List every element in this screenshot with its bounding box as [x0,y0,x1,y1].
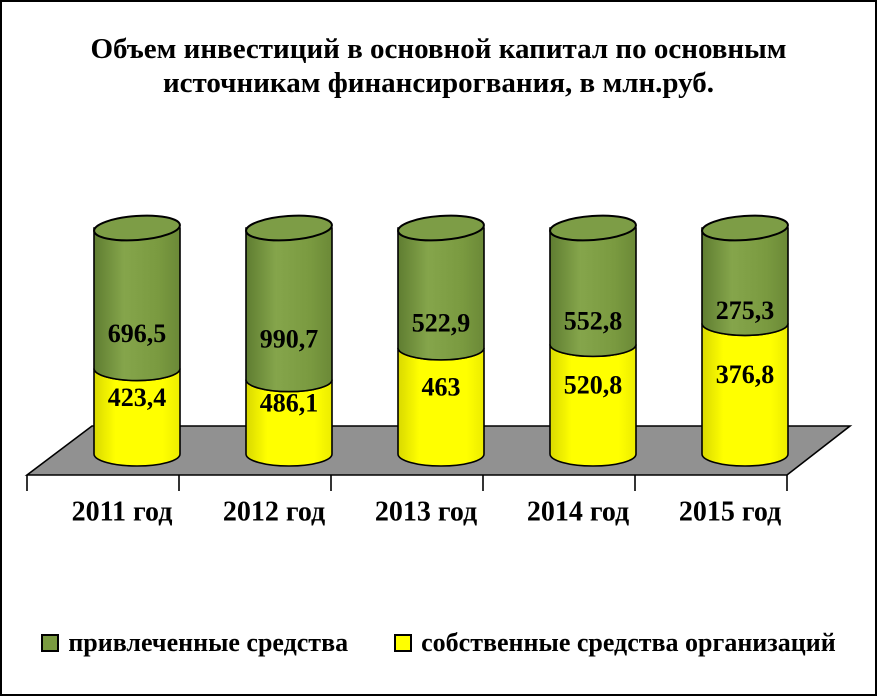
value-label-own-2011 год: 423,4 [108,383,167,412]
chart-title: Объем инвестиций в основной капитал по о… [2,32,875,100]
value-label-attracted-2011 год: 696,5 [108,319,167,348]
value-label-own-2015 год: 376,8 [716,360,775,389]
category-label-2014 год: 2014 год [527,497,629,528]
legend-label-attracted-funds: привлеченные средства [68,628,349,657]
legend-swatch-green-icon [41,634,60,652]
cylinder-top-2012 год [245,214,333,242]
legend-swatch-yellow-icon [394,634,413,652]
value-label-attracted-2015 год: 275,3 [716,296,775,325]
legend-item-attracted-funds: привлеченные средства [41,628,348,658]
value-label-own-2013 год: 463 [422,372,461,401]
cylinder-attracted-funds-2013 год [397,227,485,361]
legend-item-own-funds: собственные средства организаций [394,628,836,658]
value-label-own-2012 год: 486,1 [260,388,319,417]
cylinder-attracted-funds-2012 год [245,227,333,393]
cylinder-own-funds-2014 год [549,344,637,467]
value-label-own-2014 год: 520,8 [564,371,623,400]
cylinder-top-2014 год [549,214,637,242]
cylinder-own-funds-2013 год [397,347,485,467]
cylinder-top-2011 год [93,214,181,242]
cylinder-attracted-funds-2015 год [701,227,789,337]
cylinder-own-funds-2015 год [701,323,789,467]
legend: привлеченные средства собственные средст… [2,628,875,658]
value-label-attracted-2012 год: 990,7 [260,324,319,353]
cylinder-attracted-funds-2014 год [549,227,637,358]
category-label-2015 год: 2015 год [679,497,781,528]
legend-label-own-funds: собственные средства организаций [421,628,836,657]
cylinder-attracted-funds-2011 год [93,227,181,382]
chart-title-line-2: источникам финансирогвания, в млн.руб. [162,67,715,100]
category-label-2012 год: 2012 год [223,497,325,528]
category-label-2013 год: 2013 год [375,497,477,528]
cylinder-top-2013 год [397,214,485,242]
value-label-attracted-2014 год: 552,8 [564,307,623,336]
category-label-2011 год: 2011 год [72,497,173,528]
chart-title-line-1: Объем инвестиций в основной капитал по о… [90,33,787,65]
value-label-attracted-2013 год: 522,9 [412,308,471,337]
cylinder-top-2015 год [701,214,789,242]
